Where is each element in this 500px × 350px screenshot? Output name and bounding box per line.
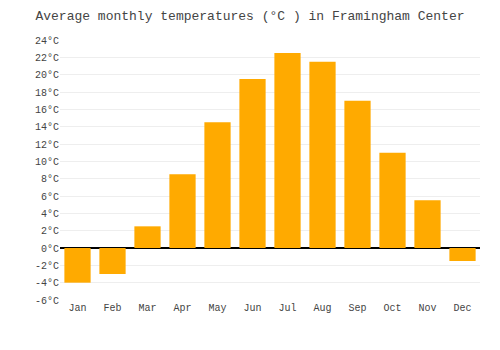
- svg-text:-2°C: -2°C: [35, 261, 59, 272]
- svg-text:Mar: Mar: [138, 303, 156, 314]
- svg-text:-4°C: -4°C: [35, 278, 59, 289]
- svg-text:Oct: Oct: [383, 303, 401, 314]
- svg-text:Average monthly temperatures (: Average monthly temperatures (°C ) in Fr…: [35, 9, 464, 24]
- svg-text:0°C: 0°C: [41, 244, 59, 255]
- svg-text:-6°C: -6°C: [35, 296, 59, 307]
- svg-text:Dec: Dec: [453, 303, 471, 314]
- svg-text:Jul: Jul: [278, 303, 296, 314]
- svg-text:Jun: Jun: [243, 303, 261, 314]
- svg-text:18°C: 18°C: [35, 88, 59, 99]
- svg-text:Apr: Apr: [173, 303, 191, 314]
- svg-text:May: May: [208, 303, 226, 314]
- svg-text:Aug: Aug: [313, 303, 331, 314]
- svg-text:Sep: Sep: [348, 303, 366, 314]
- svg-text:20°C: 20°C: [35, 70, 59, 81]
- svg-text:24°C: 24°C: [35, 36, 59, 47]
- svg-text:14°C: 14°C: [35, 122, 59, 133]
- svg-text:6°C: 6°C: [41, 192, 59, 203]
- svg-text:10°C: 10°C: [35, 157, 59, 168]
- svg-text:16°C: 16°C: [35, 105, 59, 116]
- svg-text:12°C: 12°C: [35, 140, 59, 151]
- svg-text:8°C: 8°C: [41, 174, 59, 185]
- svg-text:Nov: Nov: [418, 303, 436, 314]
- svg-text:Feb: Feb: [103, 303, 121, 314]
- svg-text:22°C: 22°C: [35, 53, 59, 64]
- svg-text:4°C: 4°C: [41, 209, 59, 220]
- svg-text:Jan: Jan: [68, 303, 86, 314]
- svg-text:2°C: 2°C: [41, 226, 59, 237]
